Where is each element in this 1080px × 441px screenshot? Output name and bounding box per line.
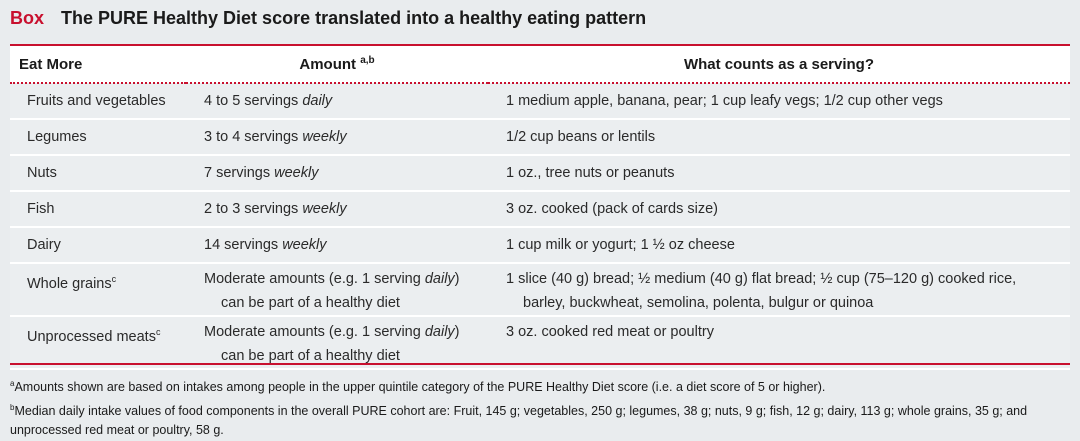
food-sup: c — [111, 274, 117, 284]
serving-text: 3 oz. cooked red meat or poultry — [506, 324, 714, 340]
diet-table-container: Eat More Amount a,b What counts as a ser… — [10, 46, 1070, 370]
serving-line2: barley, buckwheat, semolina, polenta, bu… — [523, 295, 874, 311]
table-row: Whole grainsc Moderate amounts (e.g. 1 se… — [10, 263, 1070, 317]
serving-text: 1 medium apple, banana, pear; 1 cup leaf… — [506, 93, 943, 109]
table-row: Legumes 3 to 4 servings weekly 1/2 cup bea… — [10, 119, 1070, 156]
header-amount: Amount a,b — [186, 46, 488, 84]
serving-cell: 3 oz. cooked red meat or poultry — [488, 316, 1070, 370]
serving-text: 1 oz., tree nuts or peanuts — [506, 165, 675, 181]
table-row: Fish 2 to 3 servings weekly 3 oz. cooked (… — [10, 191, 1070, 228]
amount-text: 4 to 5 servings — [204, 93, 303, 109]
amount-cell: 2 to 3 servings weekly — [186, 191, 488, 228]
table-row: Unprocessed meatsc Moderate amounts (e.g.… — [10, 316, 1070, 370]
food-cell: Nuts — [10, 155, 186, 192]
amount-frequency: daily — [424, 324, 455, 340]
food-name: Dairy — [27, 237, 61, 253]
serving-text: 1/2 cup beans or lentils — [506, 129, 656, 145]
box-title: The PURE Healthy Diet score translated i… — [61, 8, 647, 28]
footnote-b-marker: b — [10, 402, 15, 412]
food-name: Fish — [27, 201, 55, 217]
amount-cell: Moderate amounts (e.g. 1 serving daily) c… — [186, 263, 488, 317]
amount-text: Moderate amounts (e.g. 1 serving — [204, 271, 425, 287]
food-sup: c — [155, 327, 161, 337]
footnote-b: bMedian daily intake values of food comp… — [10, 398, 1072, 441]
food-name: Whole grains — [27, 275, 112, 292]
food-cell: Legumes — [10, 119, 186, 156]
table-body: Fruits and vegetables 4 to 5 servings dai… — [10, 83, 1070, 370]
food-cell: Whole grainsc — [10, 263, 186, 317]
top-rule — [10, 44, 1070, 46]
amount-cell: 4 to 5 servings daily — [186, 83, 488, 120]
table-row: Nuts 7 servings weekly 1 oz., tree nuts or… — [10, 155, 1070, 192]
footnote-a-marker: a — [10, 379, 15, 388]
amount-frequency: daily — [302, 93, 333, 109]
amount-text: 3 to 4 servings — [204, 129, 303, 145]
amount-frequency: weekly — [302, 201, 347, 217]
table-row: Dairy 14 servings weekly 1 cup milk or yog… — [10, 227, 1070, 264]
header-eat-more: Eat More — [10, 46, 186, 84]
amount-text: 7 servings — [204, 165, 275, 181]
amount-close: ) — [454, 271, 460, 287]
food-name: Legumes — [27, 129, 87, 145]
header-serving: What counts as a serving? — [488, 46, 1070, 84]
amount-cell: 7 servings weekly — [186, 155, 488, 192]
food-cell: Dairy — [10, 227, 186, 264]
serving-cell: 1 medium apple, banana, pear; 1 cup leaf… — [488, 83, 1070, 120]
food-cell: Unprocessed meatsc — [10, 316, 186, 370]
amount-frequency: weekly — [274, 165, 319, 181]
amount-frequency: daily — [424, 271, 455, 287]
footnote-a-text: Amounts shown are based on intakes among… — [14, 380, 826, 395]
diet-table: Eat More Amount a,b What counts as a ser… — [10, 46, 1070, 370]
header-amount-label: Amount — [299, 56, 357, 73]
food-name: Nuts — [27, 165, 57, 181]
food-name: Unprocessed meats — [27, 328, 156, 345]
amount-frequency: weekly — [282, 237, 327, 253]
header-amount-sup: a,b — [360, 55, 375, 66]
food-cell: Fruits and vegetables — [10, 83, 186, 120]
serving-cell: 1/2 cup beans or lentils — [488, 119, 1070, 156]
box-header: Box The PURE Healthy Diet score translat… — [0, 0, 1080, 37]
serving-cell: 1 slice (40 g) bread; ½ medium (40 g) fl… — [488, 263, 1070, 317]
serving-text: 1 cup milk or yogurt; 1 ½ oz cheese — [506, 237, 735, 253]
amount-cell: 3 to 4 servings weekly — [186, 119, 488, 156]
table-row: Fruits and vegetables 4 to 5 servings dai… — [10, 83, 1070, 120]
serving-text: 1 slice (40 g) bread; ½ medium (40 g) fl… — [506, 271, 1017, 287]
amount-text: 14 servings — [204, 237, 283, 253]
bottom-rule — [10, 363, 1070, 365]
box-label: Box — [10, 8, 45, 28]
food-name: Fruits and vegetables — [27, 93, 166, 109]
amount-close: ) — [454, 324, 460, 340]
serving-cell: 3 oz. cooked (pack of cards size) — [488, 191, 1070, 228]
serving-text: 3 oz. cooked (pack of cards size) — [506, 201, 718, 217]
amount-cell: Moderate amounts (e.g. 1 serving daily) c… — [186, 316, 488, 370]
amount-frequency: weekly — [302, 129, 347, 145]
food-cell: Fish — [10, 191, 186, 228]
amount-text: 2 to 3 servings — [204, 201, 303, 217]
table-header-row: Eat More Amount a,b What counts as a ser… — [10, 46, 1070, 84]
footnote-a: aAmounts shown are based on intakes amon… — [10, 374, 1072, 398]
amount-line2: can be part of a healthy diet — [221, 348, 400, 364]
amount-line2: can be part of a healthy diet — [221, 295, 400, 311]
amount-cell: 14 servings weekly — [186, 227, 488, 264]
footnotes: aAmounts shown are based on intakes amon… — [10, 374, 1072, 441]
serving-cell: 1 cup milk or yogurt; 1 ½ oz cheese — [488, 227, 1070, 264]
amount-text: Moderate amounts (e.g. 1 serving — [204, 324, 425, 340]
serving-cell: 1 oz., tree nuts or peanuts — [488, 155, 1070, 192]
footnote-b-text: Median daily intake values of food compo… — [10, 403, 1028, 438]
